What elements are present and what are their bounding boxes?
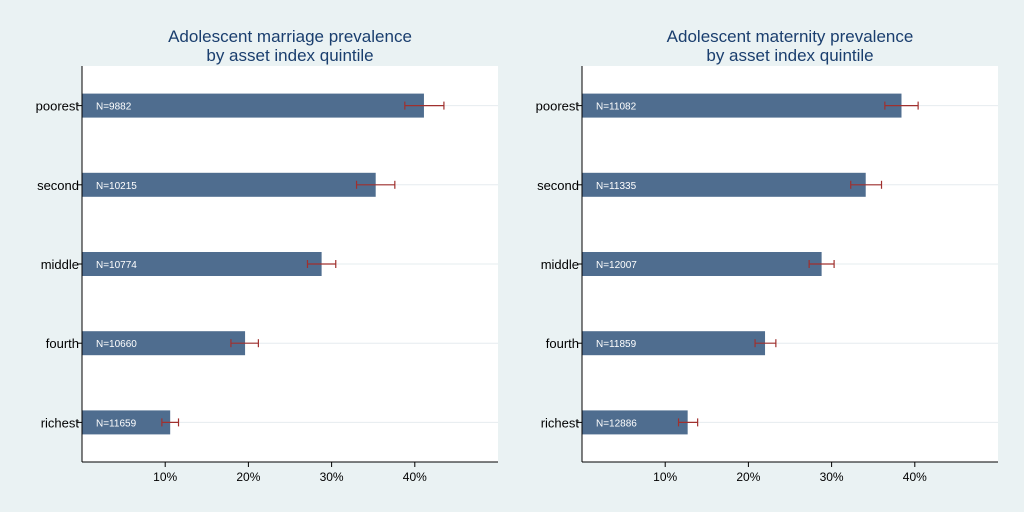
category-label: richest xyxy=(541,415,580,430)
category-label: poorest xyxy=(36,99,80,114)
bar-label: N=9882 xyxy=(96,102,132,113)
chart-title-line-1: Adolescent maternity prevalence xyxy=(667,27,914,46)
bar-label: N=11082 xyxy=(596,102,637,113)
bar xyxy=(582,172,866,197)
bar xyxy=(82,252,322,276)
category-label: poorest xyxy=(536,99,580,114)
category-label: fourth xyxy=(546,336,579,351)
bar-label: N=11335 xyxy=(596,181,637,192)
bar-label: N=12007 xyxy=(596,260,637,271)
bar xyxy=(82,331,246,356)
x-tick-label: 40% xyxy=(403,470,427,484)
category-label: middle xyxy=(541,257,579,272)
category-label: second xyxy=(537,178,579,193)
chart-title-line-1: Adolescent marriage prevalence xyxy=(168,27,412,46)
bar xyxy=(582,410,688,435)
bar-label: N=10660 xyxy=(96,339,137,350)
x-tick-label: 40% xyxy=(903,470,927,484)
category-label: richest xyxy=(41,415,80,430)
marriage-chart-panel: Adolescent marriage prevalence by asset … xyxy=(36,27,498,484)
chart-title-line-2: by asset index quintile xyxy=(706,46,873,65)
x-tick-label: 30% xyxy=(320,470,344,484)
bar xyxy=(82,172,376,197)
bar xyxy=(582,93,902,118)
bar-label: N=10774 xyxy=(96,260,137,271)
category-label: fourth xyxy=(46,336,79,351)
bar-label: N=11859 xyxy=(596,339,637,350)
bar-label: N=10215 xyxy=(96,181,137,192)
bar xyxy=(82,410,171,435)
chart-title-line-2: by asset index quintile xyxy=(206,46,373,65)
x-tick-label: 30% xyxy=(820,470,844,484)
x-tick-label: 20% xyxy=(236,470,260,484)
bar-label: N=12886 xyxy=(596,418,637,429)
bar xyxy=(582,252,822,276)
category-label: second xyxy=(37,178,79,193)
bar-label: N=11659 xyxy=(96,418,137,429)
x-tick-label: 20% xyxy=(736,470,760,484)
x-tick-label: 10% xyxy=(653,470,677,484)
maternity-chart-panel: Adolescent maternity prevalence by asset… xyxy=(536,27,998,484)
bar xyxy=(82,93,424,118)
bar xyxy=(582,331,766,356)
category-label: middle xyxy=(41,257,79,272)
x-tick-label: 10% xyxy=(153,470,177,484)
